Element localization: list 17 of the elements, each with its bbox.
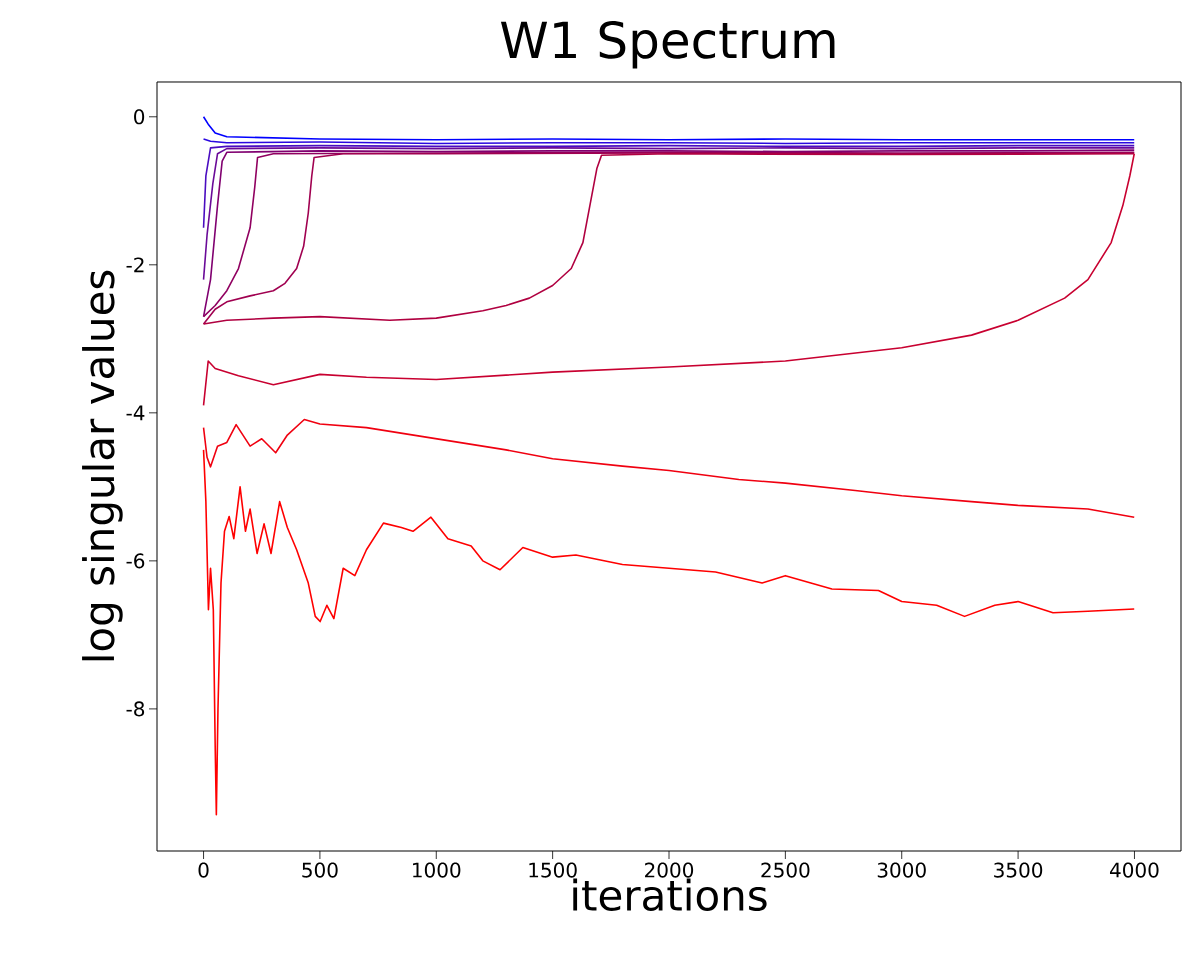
x-tick-label: 500 <box>302 862 338 878</box>
y-tick-label: -6 <box>126 553 145 569</box>
x-tick-label: 0 <box>198 862 209 878</box>
y-tick-label: -4 <box>126 405 145 421</box>
x-tick-label: 1500 <box>529 862 577 878</box>
y-tick-label: -8 <box>126 701 145 717</box>
x-tick-label: 3000 <box>877 862 926 878</box>
x-tick-label: 2000 <box>645 862 694 878</box>
chart-title: W1 Spectrum <box>500 20 835 69</box>
x-tick-label: 3500 <box>994 862 1043 878</box>
y-axis-title: log singular values <box>82 270 123 661</box>
y-tick-label: -2 <box>126 257 144 273</box>
x-tick-label: 2500 <box>761 862 810 878</box>
x-axis-title: iterations <box>573 878 767 911</box>
x-tick-label: 4000 <box>1109 862 1159 878</box>
y-tick-label: 0 <box>134 109 145 125</box>
x-tick-label: 1000 <box>413 862 461 878</box>
